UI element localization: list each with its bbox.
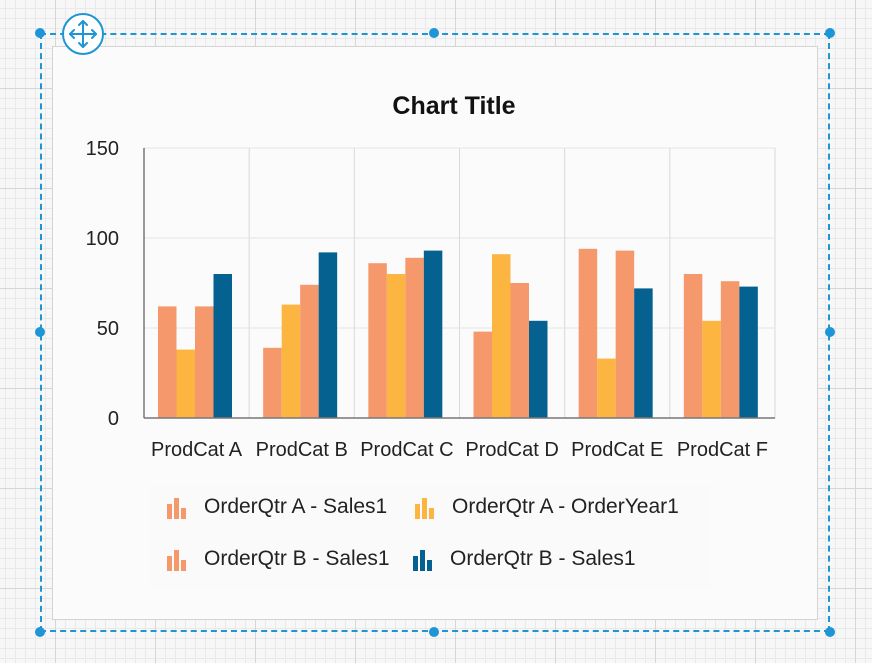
bar-chart-icon bbox=[413, 550, 432, 571]
bar bbox=[368, 263, 387, 418]
resize-handle-bottom-left[interactable] bbox=[35, 627, 45, 637]
bar bbox=[176, 349, 195, 418]
bar bbox=[634, 288, 653, 418]
bar bbox=[492, 254, 511, 418]
bar bbox=[615, 250, 635, 418]
bar bbox=[473, 331, 492, 418]
x-tick-label: ProdCat F bbox=[677, 439, 768, 461]
y-tick-label: 100 bbox=[86, 228, 119, 250]
axis-layer bbox=[143, 148, 775, 419]
y-tick-labels: 0 50 100 150 bbox=[86, 138, 119, 430]
resize-handle-top[interactable] bbox=[429, 28, 439, 38]
y-tick-label: 150 bbox=[86, 138, 119, 160]
legend-item-0: OrderQtr A - Sales1 bbox=[164, 495, 387, 519]
legend-item-1: OrderQtr A - OrderYear1 bbox=[412, 495, 679, 519]
chart-title: Chart Title bbox=[392, 92, 516, 120]
legend-item-2: OrderQtr B - Sales1 bbox=[164, 547, 390, 571]
x-tick-label: ProdCat A bbox=[151, 439, 243, 461]
bars-layer bbox=[158, 248, 758, 418]
legend-label: OrderQtr A - OrderYear1 bbox=[452, 495, 679, 518]
legend-label: OrderQtr B - Sales1 bbox=[450, 547, 636, 570]
bar bbox=[720, 281, 740, 418]
resize-handle-top-left[interactable] bbox=[35, 28, 45, 38]
bar bbox=[318, 252, 338, 418]
bar bbox=[158, 306, 177, 418]
x-tick-label: ProdCat C bbox=[360, 439, 453, 461]
bar bbox=[263, 347, 282, 418]
legend-label: OrderQtr A - Sales1 bbox=[204, 495, 388, 518]
bar bbox=[529, 320, 548, 418]
x-tick-label: ProdCat B bbox=[256, 439, 348, 461]
bar-chart-icon bbox=[415, 498, 434, 519]
bar bbox=[510, 283, 529, 418]
bar bbox=[213, 274, 232, 418]
x-tick-labels: ProdCat A ProdCat B ProdCat C ProdCat D Prod… bbox=[151, 439, 768, 461]
bar-chart-icon bbox=[167, 498, 186, 519]
resize-handle-right[interactable] bbox=[825, 327, 835, 337]
bar bbox=[739, 286, 758, 418]
bar bbox=[597, 358, 616, 418]
resize-handle-bottom-right[interactable] bbox=[825, 627, 835, 637]
bar bbox=[578, 248, 598, 418]
resize-handle-bottom[interactable] bbox=[429, 627, 439, 637]
legend-label: OrderQtr B - Sales1 bbox=[204, 547, 390, 570]
bar bbox=[405, 257, 424, 418]
chart-legend: OrderQtr A - Sales1 OrderQtr A - OrderYe… bbox=[150, 485, 710, 589]
move-arrows-icon[interactable] bbox=[61, 12, 105, 56]
bar bbox=[300, 284, 319, 418]
selection-frame[interactable] bbox=[40, 33, 830, 632]
legend-item-3: OrderQtr B - Sales1 bbox=[410, 547, 636, 571]
bar bbox=[702, 320, 721, 418]
y-tick-label: 0 bbox=[108, 408, 119, 430]
bar-chart-icon bbox=[167, 550, 186, 571]
resize-handle-top-right[interactable] bbox=[825, 28, 835, 38]
bar bbox=[386, 274, 406, 418]
resize-handle-left[interactable] bbox=[35, 327, 45, 337]
bar bbox=[423, 250, 443, 418]
x-tick-label: ProdCat D bbox=[465, 439, 558, 461]
bar bbox=[195, 306, 214, 418]
bar bbox=[281, 304, 301, 418]
x-tick-label: ProdCat E bbox=[571, 439, 663, 461]
y-tick-label: 50 bbox=[97, 318, 119, 340]
bar bbox=[683, 274, 703, 418]
